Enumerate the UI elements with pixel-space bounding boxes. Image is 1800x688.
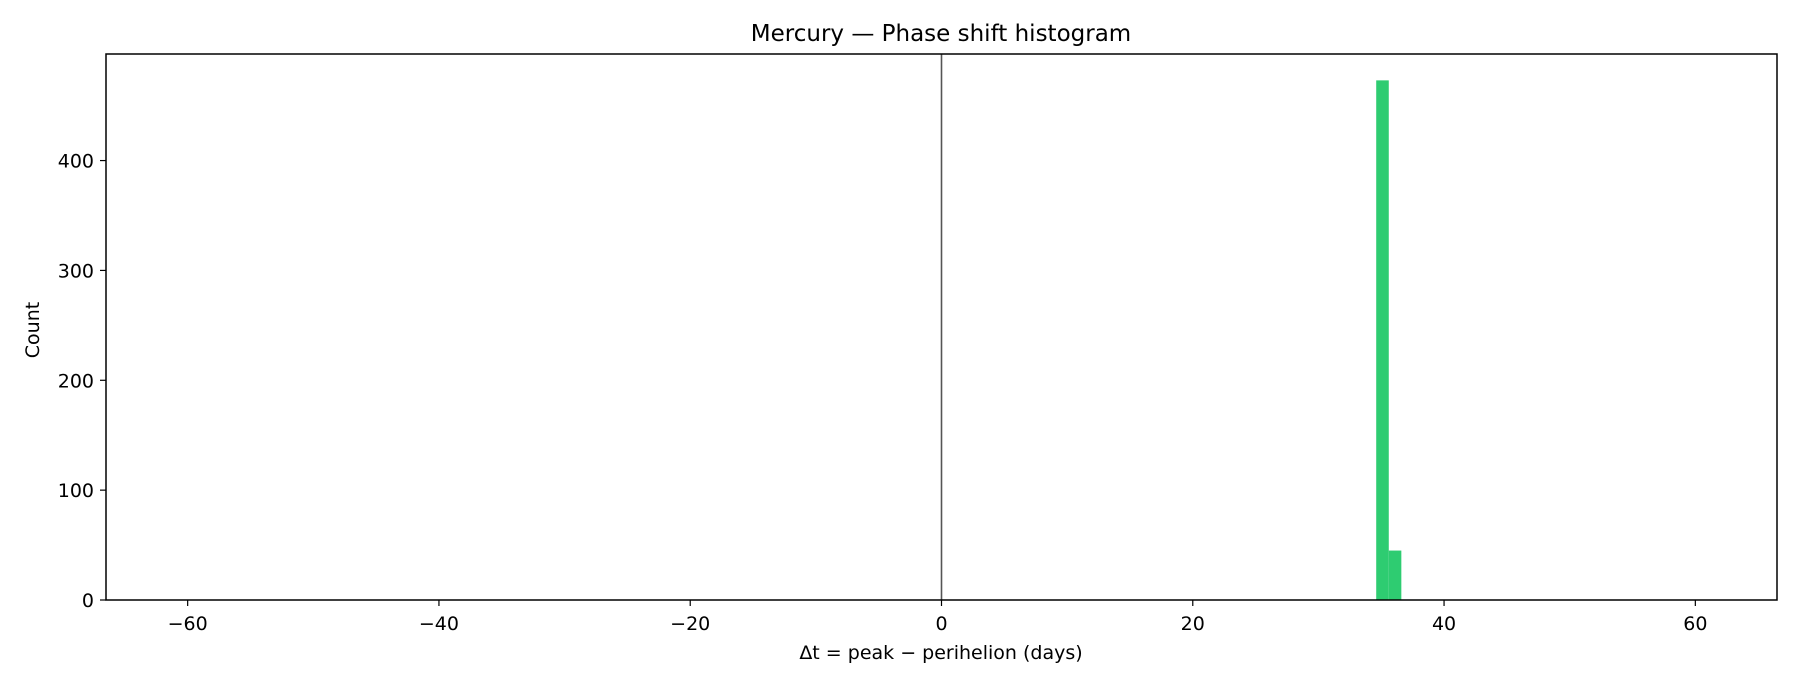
y-axis-label: Count — [22, 302, 44, 358]
x-tick-label: 40 — [1432, 613, 1456, 635]
x-tick-label: −60 — [168, 613, 208, 635]
histogram-bar — [1376, 80, 1389, 600]
y-tick-label: 0 — [82, 590, 94, 612]
y-tick-label: 300 — [58, 260, 94, 282]
x-tick-label: −40 — [419, 613, 459, 635]
x-tick-label: −20 — [670, 613, 710, 635]
y-tick-label: 200 — [58, 370, 94, 392]
x-tick-label: 0 — [935, 613, 947, 635]
x-axis-label: Δt = peak − perihelion (days) — [799, 642, 1082, 664]
x-tick-label: 20 — [1181, 613, 1205, 635]
x-tick-label: 60 — [1683, 613, 1707, 635]
y-tick-label: 100 — [58, 480, 94, 502]
x-axis-ticks: −60 −40 −20 0 20 40 60 — [168, 600, 1707, 635]
y-tick-label: 400 — [58, 151, 94, 173]
chart-title: Mercury — Phase shift histogram — [751, 21, 1131, 47]
histogram-bar — [1388, 550, 1402, 600]
y-axis-ticks: 0 100 200 300 400 — [58, 151, 106, 612]
histogram-bars — [1376, 80, 1402, 600]
